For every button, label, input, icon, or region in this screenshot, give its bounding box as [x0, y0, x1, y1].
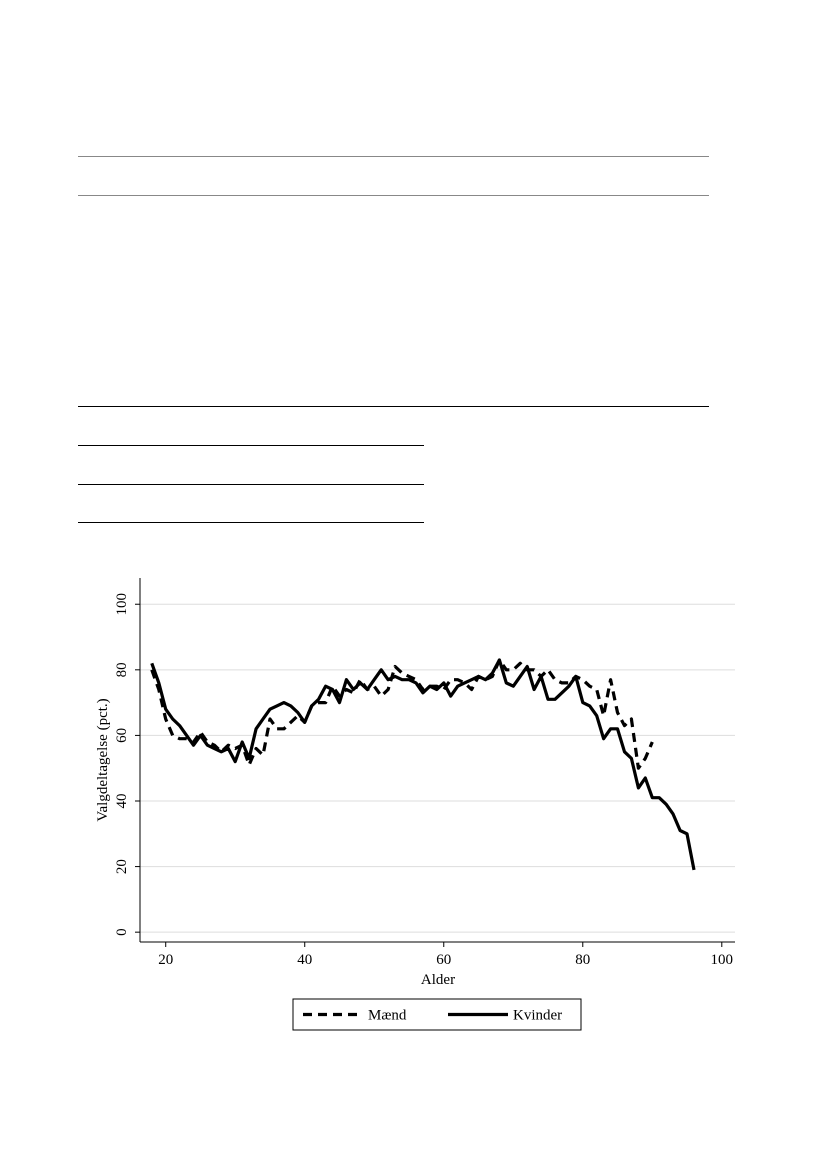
y-tick-label: 0	[114, 928, 130, 936]
x-tick-label: 20	[158, 952, 173, 968]
x-tick-label: 60	[436, 952, 451, 968]
rule	[78, 156, 709, 157]
y-tick-label: 80	[114, 662, 130, 677]
y-tick-label: 20	[114, 859, 130, 874]
y-axis-title: Valgdeltagelse (pct.)	[95, 698, 111, 821]
series-line	[150, 658, 654, 770]
rule	[78, 484, 424, 485]
x-tick-label: 100	[711, 952, 734, 968]
legend-label: Mænd	[368, 1008, 407, 1024]
rule	[78, 445, 424, 446]
rule	[78, 406, 709, 407]
x-axis-title: Alder	[421, 972, 455, 988]
y-tick-label: 40	[114, 793, 130, 808]
rule	[78, 522, 424, 523]
x-tick-label: 40	[297, 952, 312, 968]
rule	[78, 195, 709, 196]
series-line	[150, 658, 696, 871]
y-tick-label: 60	[114, 728, 130, 743]
y-tick-label: 100	[114, 593, 130, 616]
x-tick-label: 80	[575, 952, 590, 968]
legend-label: Kvinder	[513, 1008, 562, 1024]
